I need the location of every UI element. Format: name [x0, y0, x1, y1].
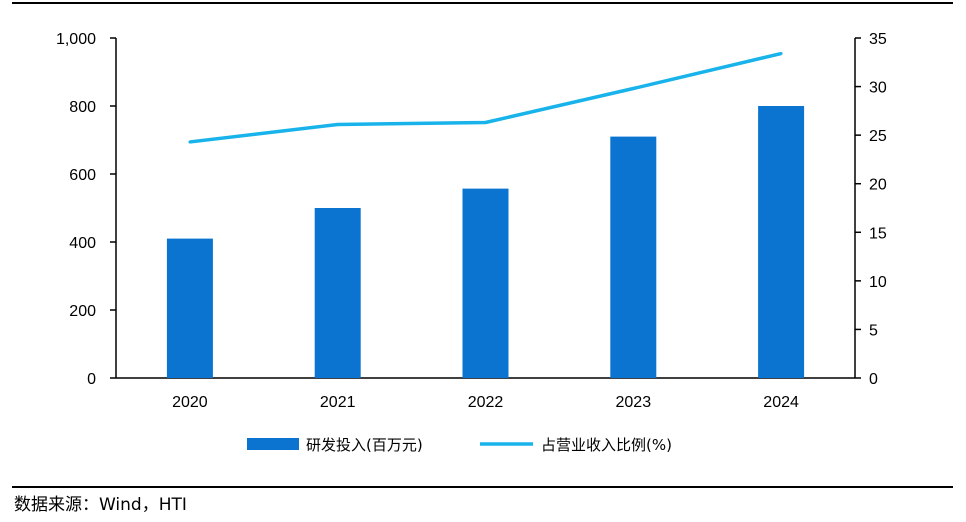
legend-line-label: 占营业收入比例(%)	[541, 436, 672, 454]
left-tick-label: 1,000	[56, 31, 96, 48]
bar-2022	[462, 188, 509, 378]
top-rule	[12, 2, 953, 4]
left-tick-label: 200	[69, 303, 96, 320]
x-tick-label: 2022	[468, 394, 504, 411]
line-ratio	[189, 51, 782, 144]
right-tick-label: 35	[869, 31, 887, 48]
left-tick-label: 0	[87, 371, 96, 388]
bar-2021	[314, 208, 361, 378]
x-tick-label: 2023	[616, 394, 652, 411]
line-point-2021	[336, 122, 340, 126]
legend-bar-swatch	[247, 438, 299, 450]
right-tick-label: 25	[869, 128, 887, 145]
x-tick-label: 2024	[763, 394, 799, 411]
left-tick-label: 600	[69, 167, 96, 184]
line-point-2022	[484, 121, 487, 125]
line-point-2024	[779, 52, 783, 56]
right-tick-label: 10	[869, 274, 887, 291]
legend: 研发投入(百万元) 占营业收入比例(%)	[247, 436, 672, 454]
bar-2024	[758, 106, 805, 378]
bottom-rule	[12, 486, 953, 488]
left-tick-label: 400	[69, 235, 96, 252]
bar-2020	[166, 238, 213, 378]
chart: 0 200 400 600 800 1,000 0 5 10 15 20 25 30 35 2020 2021…	[56, 31, 887, 454]
right-tick-label: 20	[869, 177, 887, 194]
right-tick-label: 15	[869, 225, 887, 242]
source-note: 数据来源：Wind，HTI	[14, 495, 187, 515]
legend-bar-label: 研发投入(百万元)	[306, 436, 423, 454]
right-tick-label: 5	[869, 322, 878, 339]
right-tick-label: 0	[869, 371, 878, 388]
bar-2023	[610, 136, 657, 378]
left-tick-label: 800	[69, 99, 96, 116]
right-tick-label: 30	[869, 80, 887, 97]
axes: 0 200 400 600 800 1,000 0 5 10 15 20 25 30 35 2020 2021…	[56, 31, 887, 411]
x-tick-label: 2021	[320, 394, 356, 411]
x-tick-label: 2020	[172, 394, 208, 411]
bar-series	[166, 106, 805, 378]
line-point-2020	[188, 140, 192, 144]
line-point-2023	[631, 87, 635, 91]
line-series	[188, 51, 783, 144]
